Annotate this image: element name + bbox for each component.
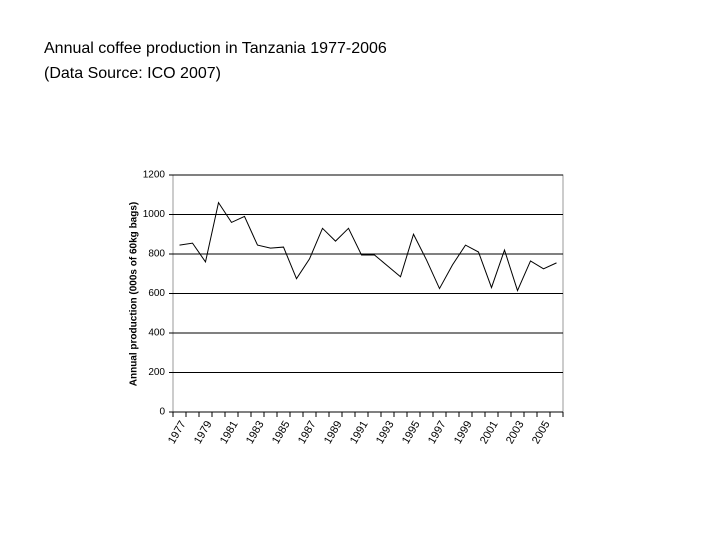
x-tick-label: 2005 bbox=[530, 419, 553, 446]
x-tick-label: 1977 bbox=[166, 419, 189, 446]
x-tick-label: 1989 bbox=[322, 419, 345, 446]
y-axis-label: Annual production (000s of 60kg bags) bbox=[129, 202, 140, 386]
chart-subtitle: (Data Source: ICO 2007) bbox=[44, 65, 221, 82]
data-line bbox=[179, 201, 557, 292]
x-tick-label: 2001 bbox=[478, 419, 501, 446]
x-tick-label: 1987 bbox=[296, 419, 319, 446]
x-tick-label: 2003 bbox=[504, 419, 527, 446]
y-tick-label: 1000 bbox=[143, 209, 166, 220]
y-tick-label: 200 bbox=[148, 367, 165, 378]
x-tick-label: 1991 bbox=[348, 419, 371, 446]
x-tick-label: 1995 bbox=[400, 419, 423, 446]
x-tick-label: 1993 bbox=[374, 419, 397, 446]
y-tick-label: 400 bbox=[148, 328, 165, 339]
y-tick-label: 800 bbox=[148, 249, 165, 260]
x-tick-label: 1999 bbox=[452, 419, 475, 446]
chart-title: Annual coffee production in Tanzania 197… bbox=[44, 40, 387, 57]
x-tick-label: 1979 bbox=[192, 419, 215, 446]
x-tick-label: 1985 bbox=[270, 419, 293, 446]
y-tick-label: 1200 bbox=[143, 170, 166, 181]
y-tick-label: 600 bbox=[148, 288, 165, 299]
y-tick-label: 0 bbox=[159, 407, 165, 418]
x-tick-label: 1983 bbox=[244, 419, 267, 446]
x-tick-label: 1981 bbox=[218, 419, 241, 446]
x-tick-label: 1997 bbox=[426, 419, 449, 446]
